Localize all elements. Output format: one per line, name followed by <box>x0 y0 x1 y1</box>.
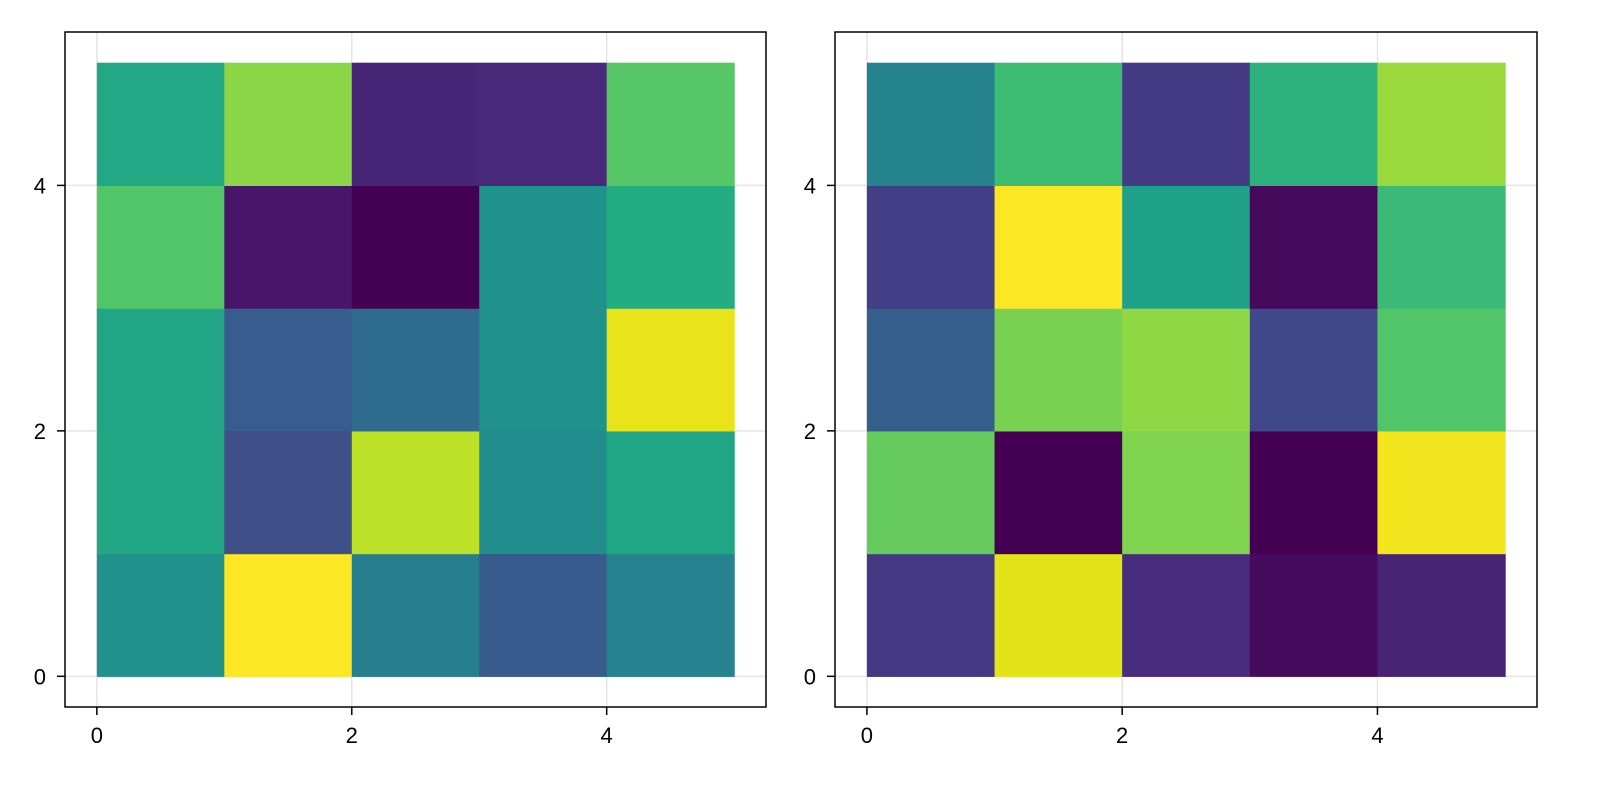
right-heatmap-cell-r1-c3 <box>1249 430 1379 555</box>
right-y-tick-label-1: 2 <box>804 419 816 444</box>
left-y-axis: 0 2 4 <box>34 173 65 689</box>
left-x-tick-label-2: 4 <box>601 723 613 748</box>
left-heatmap-cell-r4-c0 <box>96 62 225 187</box>
left-heatmap-cell-r0-c0 <box>96 553 225 677</box>
left-heatmap-cell-r2-c0 <box>96 308 225 432</box>
right-heatmap-cell-r0-c0 <box>866 553 996 677</box>
right-x-tick-label-2: 4 <box>1371 723 1383 748</box>
right-heatmap-cell-r4-c1 <box>994 62 1123 187</box>
heatmap-panel-left: 0 2 4 0 2 4 <box>34 31 767 748</box>
left-heatmap-cell-r3-c3 <box>479 185 608 309</box>
left-x-tick-label-1: 2 <box>346 723 358 748</box>
right-heatmap-cell-r4-c4 <box>1377 62 1506 187</box>
right-heatmap-cell-r3-c2 <box>1122 185 1251 309</box>
left-heatmap-cell-r4-c3 <box>479 62 608 187</box>
right-y-axis: 0 2 4 <box>804 173 835 689</box>
right-heatmap-cell-r0-c2 <box>1122 553 1251 677</box>
left-x-tick-label-0: 0 <box>91 723 103 748</box>
left-heatmap-cell-r4-c1 <box>224 62 353 187</box>
left-heatmap-cell-r2-c1 <box>224 308 353 432</box>
left-heatmap-cell-r1-c3 <box>479 430 608 555</box>
left-heatmap-cell-r2-c2 <box>351 308 480 432</box>
right-heatmap-cell-r2-c4 <box>1377 308 1506 432</box>
right-heatmap-cell-r2-c1 <box>994 308 1123 432</box>
left-heatmap-cell-r0-c1 <box>224 553 353 677</box>
left-heatmap-cell-r3-c0 <box>96 185 225 309</box>
left-heatmap-cell-r3-c4 <box>606 185 735 309</box>
left-axes-frame <box>64 31 767 708</box>
right-heatmap-cells <box>866 62 1506 677</box>
left-heatmap-cell-r0-c3 <box>479 553 608 677</box>
right-heatmap-cell-r1-c0 <box>866 430 996 555</box>
right-y-tick-label-0: 0 <box>804 664 816 689</box>
right-heatmap-cell-r2-c2 <box>1122 308 1251 432</box>
right-heatmap-cell-r2-c3 <box>1249 308 1379 432</box>
left-heatmap-cell-r0-c4 <box>606 553 735 677</box>
left-heatmap-cell-r1-c0 <box>96 430 225 555</box>
right-x-tick-label-0: 0 <box>861 723 873 748</box>
right-axes-frame <box>834 31 1538 708</box>
right-heatmap-cell-r0-c3 <box>1249 553 1379 677</box>
left-heatmap-cell-r4-c2 <box>351 62 480 187</box>
right-heatmap-cell-r1-c2 <box>1122 430 1251 555</box>
right-heatmap-cell-r2-c0 <box>866 308 996 432</box>
left-heatmap-cell-r4-c4 <box>606 62 735 187</box>
right-heatmap-cell-r3-c3 <box>1249 185 1379 309</box>
right-x-tick-label-1: 2 <box>1116 723 1128 748</box>
left-heatmap-cell-r0-c2 <box>351 553 480 677</box>
right-x-axis: 0 2 4 <box>861 707 1384 748</box>
left-y-tick-label-1: 2 <box>34 419 46 444</box>
left-x-axis: 0 2 4 <box>91 707 613 748</box>
left-y-tick-label-0: 0 <box>34 664 46 689</box>
right-heatmap-cell-r3-c1 <box>994 185 1123 309</box>
right-heatmap-cell-r0-c4 <box>1377 553 1506 677</box>
heatmap-panel-right: 0 2 4 0 2 4 <box>804 31 1538 748</box>
left-heatmap-cell-r1-c4 <box>606 430 735 555</box>
left-heatmap-cell-r2-c3 <box>479 308 608 432</box>
right-heatmap-cell-r3-c0 <box>866 185 996 309</box>
left-heatmap-cell-r2-c4 <box>606 308 735 432</box>
left-heatmap-cell-r1-c1 <box>224 430 353 555</box>
left-heatmap-cells <box>96 62 735 677</box>
right-heatmap-cell-r4-c0 <box>866 62 996 187</box>
right-y-tick-label-2: 4 <box>804 173 816 198</box>
left-heatmap-cell-r1-c2 <box>351 430 480 555</box>
right-heatmap-cell-r0-c1 <box>994 553 1123 677</box>
right-heatmap-cell-r4-c3 <box>1249 62 1379 187</box>
right-heatmap-cell-r3-c4 <box>1377 185 1506 309</box>
left-heatmap-cell-r3-c2 <box>351 185 480 309</box>
left-y-tick-label-2: 4 <box>34 173 46 198</box>
right-heatmap-cell-r4-c2 <box>1122 62 1251 187</box>
right-heatmap-cell-r1-c1 <box>994 430 1123 555</box>
right-heatmap-cell-r1-c4 <box>1377 430 1506 555</box>
left-heatmap-cell-r3-c1 <box>224 185 353 309</box>
